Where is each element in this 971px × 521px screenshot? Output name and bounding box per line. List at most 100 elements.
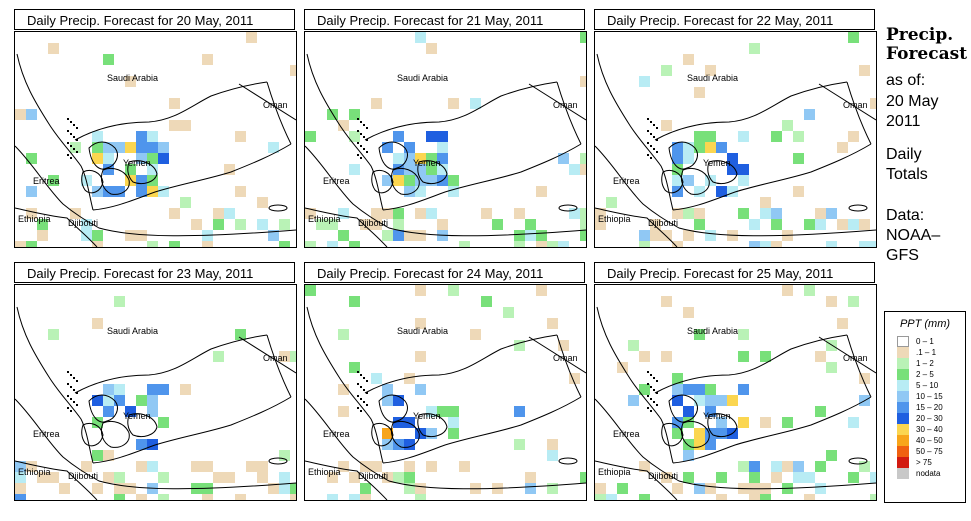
island-dot — [650, 145, 652, 147]
precip-cell — [661, 120, 672, 131]
island-dot — [76, 139, 78, 141]
precip-cell — [448, 406, 459, 417]
island-dot — [70, 121, 72, 123]
precip-cell — [158, 186, 169, 197]
precip-cell — [525, 472, 536, 483]
precip-cell — [202, 461, 213, 472]
border-path — [668, 141, 698, 170]
precip-cell — [349, 109, 360, 120]
island-dot — [357, 383, 359, 385]
precip-cell — [290, 65, 296, 76]
precip-cell — [683, 230, 694, 241]
precip-cell — [672, 483, 683, 494]
precip-cell — [415, 186, 426, 197]
precip-cell — [290, 494, 296, 500]
precip-cell — [628, 395, 639, 406]
precip-cell — [727, 153, 738, 164]
precip-cell — [338, 329, 349, 340]
border-path — [596, 306, 674, 464]
panel-title: Daily Precip. Forecast for 21 May, 2011 — [304, 9, 585, 30]
legend-swatch — [897, 413, 909, 424]
precip-cell — [661, 472, 672, 483]
legend-swatch — [897, 391, 909, 402]
precip-cell — [639, 241, 650, 247]
island-dot — [653, 124, 655, 126]
precip-cell — [547, 318, 558, 329]
country-label-oman: Oman — [263, 353, 288, 363]
border-path — [306, 306, 384, 464]
precip-cell — [147, 406, 158, 417]
precip-cell — [793, 461, 804, 472]
border-lines — [15, 53, 296, 247]
sidebar-daily-line2: Totals — [886, 166, 928, 183]
forecast-panel-5: Daily Precip. Forecast for 24 May, 2011 … — [304, 262, 587, 501]
precip-cell — [136, 186, 147, 197]
legend-label: 10 – 15 — [916, 392, 943, 401]
socotra-island — [848, 457, 868, 465]
precip-cell — [749, 494, 760, 500]
precip-cells — [595, 32, 876, 247]
map-svg: Saudi Arabia Oman Yemen Eritrea Ethiopia Djib… — [15, 32, 296, 247]
precip-cell — [26, 153, 37, 164]
precip-cell — [536, 285, 547, 296]
island-dot — [70, 145, 72, 147]
precip-cell — [749, 219, 760, 230]
country-label-saudi: Saudi Arabia — [687, 73, 738, 83]
precip-cell — [694, 329, 705, 340]
precip-cell — [826, 340, 837, 351]
precip-cell — [514, 241, 525, 247]
precip-cell — [191, 461, 202, 472]
precip-cell — [415, 153, 426, 164]
precip-cell — [470, 98, 481, 109]
precip-cells — [305, 285, 586, 500]
precip-cell — [782, 461, 793, 472]
border-path — [364, 334, 558, 394]
legend-label: 2 – 5 — [916, 370, 934, 379]
precip-cell — [793, 131, 804, 142]
precip-cell — [305, 131, 316, 142]
country-label-djibouti: Djibouti — [68, 218, 98, 228]
island-dot — [360, 386, 362, 388]
precip-cell — [338, 461, 349, 472]
border-path — [238, 336, 296, 374]
island-dot — [360, 145, 362, 147]
island-dot — [653, 148, 655, 150]
border-path — [818, 83, 876, 121]
precip-cell — [371, 461, 382, 472]
precip-cell — [672, 153, 683, 164]
precip-cell — [683, 307, 694, 318]
precip-cell — [771, 131, 782, 142]
precip-cell — [738, 461, 749, 472]
island-dot — [363, 148, 365, 150]
precip-cell — [716, 428, 727, 439]
island-dot — [360, 398, 362, 400]
country-label-djibouti: Djibouti — [358, 218, 388, 228]
precip-cell — [103, 54, 114, 65]
precip-cell — [694, 208, 705, 219]
precip-cell — [782, 120, 793, 131]
precip-cell — [257, 472, 268, 483]
border-path — [595, 207, 678, 247]
island-dot — [363, 389, 365, 391]
precip-cell — [360, 219, 371, 230]
precip-cell — [213, 219, 224, 230]
precip-cell — [771, 472, 782, 483]
precip-cell — [393, 439, 404, 450]
precip-cell — [804, 472, 815, 483]
country-label-djibouti: Djibouti — [358, 471, 388, 481]
island-dot — [73, 124, 75, 126]
precip-cell — [661, 230, 672, 241]
island-dot — [67, 130, 69, 132]
island-dot — [357, 130, 359, 132]
island-dot — [360, 410, 362, 412]
country-label-eritrea: Eritrea — [613, 176, 640, 186]
legend-label: .1 – 1 — [916, 348, 937, 357]
border-path — [371, 422, 394, 447]
precip-cell — [848, 32, 859, 43]
legend-rows: 0 – 1 .1 – 1 1 – 2 2 – 5 5 – 10 10 – 15 15 – 2… — [885, 336, 965, 479]
precip-cell — [837, 142, 848, 153]
legend-label: 15 – 20 — [916, 403, 943, 412]
precip-cell — [694, 87, 705, 98]
precip-cell — [48, 329, 59, 340]
precip-cell — [92, 131, 103, 142]
